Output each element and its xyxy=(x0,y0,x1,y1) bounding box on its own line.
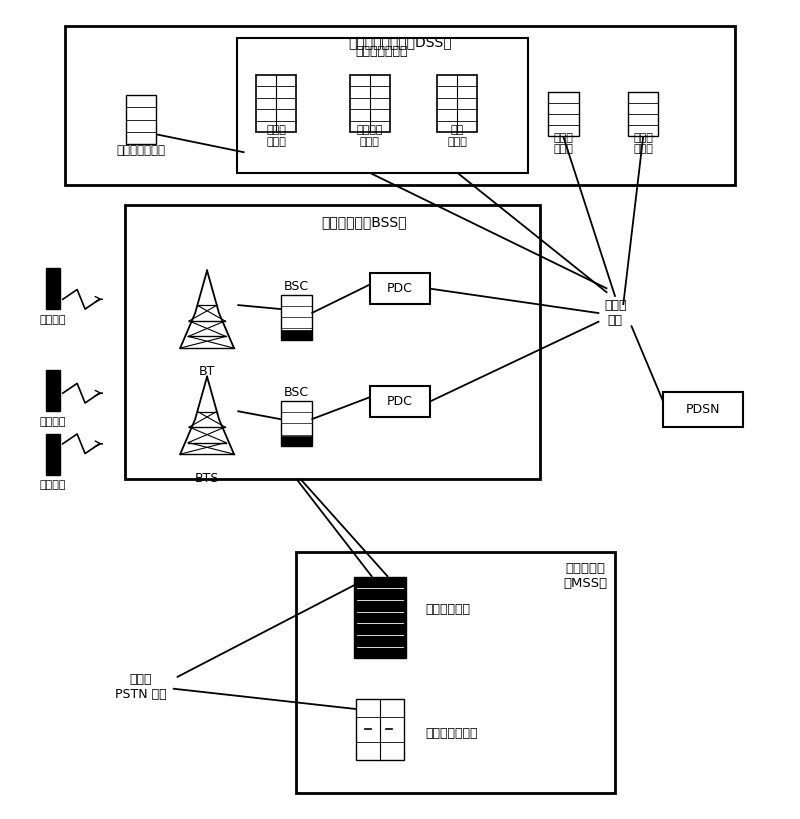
Text: 运营商
网络: 运营商 网络 xyxy=(604,299,626,327)
Bar xyxy=(350,75,390,132)
Text: 调度位置
服务器: 调度位置 服务器 xyxy=(357,125,383,147)
Bar xyxy=(237,38,527,173)
Text: PDC: PDC xyxy=(387,283,413,295)
Bar xyxy=(628,92,658,137)
Bar xyxy=(46,434,60,475)
Text: BTS: BTS xyxy=(195,472,219,485)
Bar xyxy=(65,26,735,185)
Bar xyxy=(354,577,406,658)
Text: 组注册
数据库: 组注册 数据库 xyxy=(266,125,286,147)
Bar xyxy=(356,699,404,760)
Bar xyxy=(663,392,743,427)
Bar xyxy=(125,206,539,479)
Text: 集群终端: 集群终端 xyxy=(40,417,66,427)
Text: 集群终端: 集群终端 xyxy=(40,481,66,491)
Text: 调度台
客户端: 调度台 客户端 xyxy=(634,133,653,154)
Text: PDSN: PDSN xyxy=(686,403,720,416)
Bar xyxy=(370,386,430,417)
Text: 基站子系统（BSS）: 基站子系统（BSS） xyxy=(322,215,407,229)
Bar xyxy=(282,401,311,446)
Bar xyxy=(296,552,615,793)
Bar xyxy=(126,95,156,144)
Text: PDC: PDC xyxy=(387,395,413,408)
Text: 归属位置寄存器: 归属位置寄存器 xyxy=(426,727,478,740)
Bar xyxy=(438,75,478,132)
Text: 集群鉴权服务器: 集群鉴权服务器 xyxy=(356,45,408,57)
Text: BSC: BSC xyxy=(284,386,309,399)
Text: 安全
服务器: 安全 服务器 xyxy=(447,125,467,147)
Text: BSC: BSC xyxy=(284,280,309,292)
Bar xyxy=(257,75,296,132)
Bar xyxy=(548,92,578,137)
Text: 交换子系统
（MSS）: 交换子系统 （MSS） xyxy=(563,562,607,590)
Text: 集群终端: 集群终端 xyxy=(40,314,66,324)
Bar xyxy=(282,295,311,340)
Text: 集群调度子系统（DSS）: 集群调度子系统（DSS） xyxy=(348,36,452,50)
Bar xyxy=(282,436,311,446)
Text: BT: BT xyxy=(199,365,215,378)
Bar xyxy=(46,370,60,411)
Bar xyxy=(370,274,430,304)
Bar xyxy=(282,330,311,340)
Text: 移动交换中心: 移动交换中心 xyxy=(426,603,470,616)
Text: 调度台
服务器: 调度台 服务器 xyxy=(554,133,574,154)
Text: 运营商
PSTN 网络: 运营商 PSTN 网络 xyxy=(115,673,166,701)
Bar xyxy=(46,269,60,309)
Text: 集群调度服务器: 集群调度服务器 xyxy=(117,144,166,157)
